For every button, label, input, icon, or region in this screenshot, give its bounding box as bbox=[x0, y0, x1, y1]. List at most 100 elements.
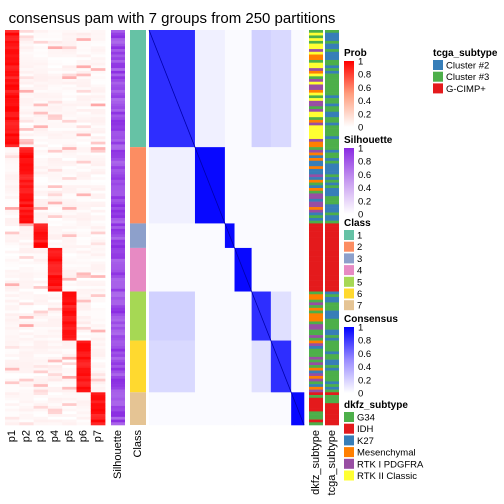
dkfz-cell bbox=[309, 76, 323, 80]
prob-cell bbox=[62, 68, 77, 72]
tcga-cell bbox=[325, 332, 339, 336]
prob-cell bbox=[47, 76, 63, 80]
prob-cell bbox=[47, 73, 63, 77]
prob-cell bbox=[19, 182, 34, 186]
prob-cell bbox=[19, 30, 34, 34]
prob-cell bbox=[90, 346, 106, 350]
prob-cell bbox=[90, 422, 106, 426]
prob-cell bbox=[90, 321, 106, 325]
prob-cell bbox=[5, 114, 20, 118]
prob-cell bbox=[33, 302, 49, 306]
silhouette-cell bbox=[111, 228, 125, 232]
prob-cell bbox=[47, 182, 63, 186]
prob-cell bbox=[19, 395, 34, 399]
prob-cell bbox=[19, 250, 34, 254]
silhouette-cell bbox=[111, 163, 125, 167]
dkfz-cell bbox=[309, 46, 323, 50]
prob-cell bbox=[47, 277, 63, 281]
tcga-cell bbox=[325, 204, 339, 208]
prob-cell bbox=[33, 277, 49, 281]
consensus-diagonal bbox=[148, 29, 305, 426]
dkfz-cell bbox=[309, 193, 323, 197]
prob-cell bbox=[5, 272, 20, 276]
prob-cell bbox=[19, 149, 34, 153]
tcga-cell bbox=[325, 288, 339, 292]
prob-cell bbox=[76, 209, 92, 213]
silhouette-cell bbox=[111, 422, 125, 426]
prob-cell bbox=[5, 261, 20, 265]
tcga-cell bbox=[325, 212, 339, 216]
prob-cell bbox=[76, 84, 92, 88]
dkfz-cell bbox=[309, 114, 323, 118]
silhouette-cell bbox=[111, 79, 125, 83]
prob-cell bbox=[19, 54, 34, 58]
prob-cell bbox=[62, 416, 77, 420]
prob-cell bbox=[90, 288, 106, 292]
prob-cell bbox=[5, 346, 20, 350]
silhouette-cell bbox=[111, 111, 125, 115]
prob-cell bbox=[5, 419, 20, 423]
silhouette-cell bbox=[111, 133, 125, 137]
prob-cell bbox=[33, 160, 49, 164]
prob-cell bbox=[90, 280, 106, 284]
consensus-block bbox=[291, 147, 305, 224]
prob-cell bbox=[5, 414, 20, 418]
class-block-7 bbox=[130, 392, 146, 425]
prob-cell bbox=[33, 326, 49, 330]
prob-cell bbox=[33, 106, 49, 110]
prob-cell bbox=[47, 283, 63, 287]
prob-cell bbox=[47, 261, 63, 265]
prob-cell bbox=[62, 253, 77, 257]
tcga-cell bbox=[325, 51, 339, 55]
prob-cell bbox=[90, 168, 106, 172]
prob-cell bbox=[19, 343, 34, 347]
tcga-cell bbox=[325, 228, 339, 232]
consensus-block bbox=[149, 291, 196, 341]
prob-cell bbox=[33, 359, 49, 363]
prob-cell bbox=[19, 125, 34, 129]
prob-cell bbox=[76, 103, 92, 107]
prob-cell bbox=[76, 111, 92, 115]
tcga-legend-swatch bbox=[433, 83, 443, 94]
prob-cell bbox=[19, 147, 34, 151]
prob-cell bbox=[5, 348, 20, 352]
prob-cell bbox=[62, 247, 77, 251]
tcga-cell bbox=[325, 70, 339, 74]
silhouette-cell bbox=[111, 38, 125, 42]
prob-cell bbox=[76, 81, 92, 85]
class-legend-label: 5 bbox=[357, 277, 362, 288]
prob-cell bbox=[76, 256, 92, 260]
dkfz-cell bbox=[309, 337, 323, 341]
prob-cell bbox=[76, 422, 92, 426]
prob-cell bbox=[62, 337, 77, 341]
prob-cell bbox=[76, 57, 92, 61]
prob-cell bbox=[5, 302, 20, 306]
prob-cell bbox=[62, 179, 77, 183]
consensus-block bbox=[194, 392, 226, 426]
prob-cell bbox=[90, 313, 106, 317]
prob-cell bbox=[19, 163, 34, 167]
prob-cell bbox=[5, 155, 20, 159]
prob-cell bbox=[33, 299, 49, 303]
prob-cell bbox=[76, 384, 92, 388]
class-block-3 bbox=[130, 223, 146, 248]
tcga-cell bbox=[325, 182, 339, 186]
prob-cell bbox=[47, 302, 63, 306]
dkfz-cell bbox=[309, 318, 323, 322]
prob-cell bbox=[5, 258, 20, 262]
prob-cell bbox=[90, 193, 106, 197]
prob-cell bbox=[33, 296, 49, 300]
tcga-cell bbox=[325, 109, 339, 113]
prob-cell bbox=[90, 209, 106, 213]
prob-cell bbox=[47, 332, 63, 336]
prob-cell bbox=[33, 386, 49, 390]
prob-cell bbox=[47, 346, 63, 350]
prob-cell bbox=[33, 291, 49, 295]
prob-cell bbox=[90, 38, 106, 42]
prob-cell bbox=[5, 46, 20, 50]
prob-cell bbox=[5, 190, 20, 194]
prob-cell bbox=[33, 68, 49, 72]
prob-cell bbox=[33, 125, 49, 129]
silhouette-cell bbox=[111, 375, 125, 379]
dkfz-cell bbox=[309, 117, 323, 121]
